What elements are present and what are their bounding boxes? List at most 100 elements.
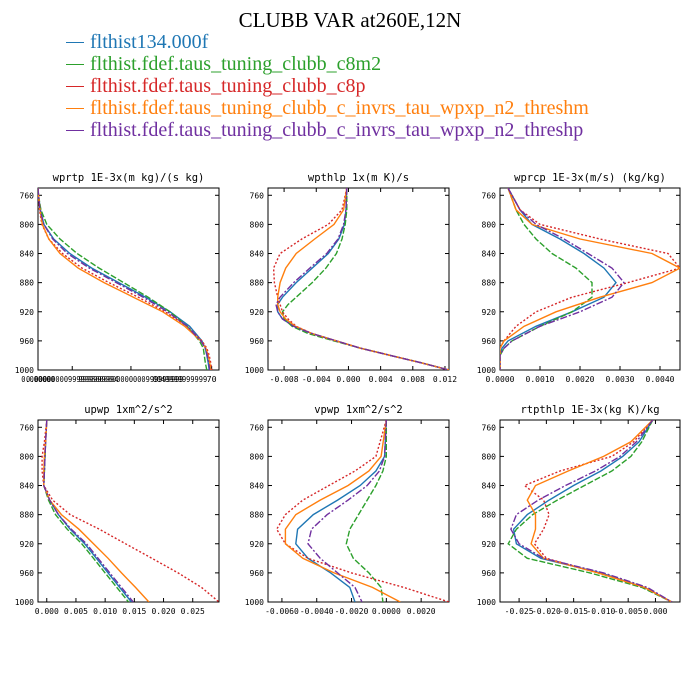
series-line-4 bbox=[284, 420, 401, 602]
x-tick-label: -0.0020 bbox=[335, 607, 369, 616]
y-tick-label: 800 bbox=[482, 220, 497, 229]
y-tick-label: 960 bbox=[250, 337, 265, 346]
panel-title: wprcp 1E-3x(m/s) (kg/kg) bbox=[514, 172, 666, 184]
y-tick-label: 880 bbox=[20, 279, 35, 288]
y-tick-label: 960 bbox=[482, 337, 497, 346]
x-tick-label: 70 bbox=[207, 375, 217, 384]
x-tick-label: 0.010 bbox=[93, 607, 117, 616]
y-tick-label: 880 bbox=[250, 279, 265, 288]
y-tick-label: 920 bbox=[20, 540, 35, 549]
x-tick-label: 0.000 bbox=[35, 607, 59, 616]
x-tick-label: 0.008 bbox=[401, 375, 425, 384]
panel-title: wpthlp 1x(m K)/s bbox=[308, 172, 409, 184]
x-tick-label: 0.025 bbox=[181, 607, 205, 616]
y-tick-label: 760 bbox=[20, 423, 35, 432]
y-tick-label: 960 bbox=[482, 569, 497, 578]
y-tick-label: 840 bbox=[482, 250, 497, 259]
x-tick-label: 0.0010 bbox=[526, 375, 555, 384]
legend-entry: flthist.fdef.taus_tuning_clubb_c8m2 bbox=[66, 53, 589, 75]
x-tick-label: 0.0020 bbox=[566, 375, 595, 384]
x-tick-label: 0.004 bbox=[369, 375, 393, 384]
y-tick-label: 1000 bbox=[245, 598, 264, 607]
series-line-3 bbox=[41, 420, 219, 602]
x-tick-label: 0.012 bbox=[433, 375, 457, 384]
legend-swatch bbox=[66, 107, 84, 109]
x-tick-label: 0.0030 bbox=[606, 375, 635, 384]
y-tick-label: 1000 bbox=[477, 366, 496, 375]
plot-frame bbox=[37, 187, 220, 371]
panel-title: rtpthlp 1E-3x(kg K)/kg bbox=[520, 404, 659, 416]
x-tick-label: 0.000 bbox=[336, 375, 360, 384]
y-tick-label: 800 bbox=[250, 452, 265, 461]
y-tick-label: 920 bbox=[482, 308, 497, 317]
y-tick-label: 880 bbox=[482, 511, 497, 520]
series-line-1 bbox=[277, 188, 449, 370]
legend: flthist134.000f flthist.fdef.taus_tuning… bbox=[66, 31, 589, 141]
series-line-3 bbox=[38, 188, 213, 370]
series-line-4 bbox=[277, 188, 449, 370]
y-tick-label: 760 bbox=[482, 423, 497, 432]
series-line-4 bbox=[526, 420, 673, 602]
series-line-5 bbox=[43, 420, 134, 602]
series-line-4 bbox=[43, 420, 150, 602]
x-tick-label: 0.0040 bbox=[646, 375, 675, 384]
y-tick-label: 1000 bbox=[15, 598, 34, 607]
x-tick-label: -0.010 bbox=[586, 607, 615, 616]
x-tick-label: -0.005 bbox=[614, 607, 643, 616]
panel-title: upwp 1xm^2/s^2 bbox=[84, 404, 173, 416]
series-line-2 bbox=[345, 420, 387, 602]
x-tick-label: -0.020 bbox=[532, 607, 561, 616]
panel-title: wprtp 1E-3x(m kg)/(s kg) bbox=[53, 172, 205, 184]
series-line-5 bbox=[500, 188, 625, 370]
x-tick-label: 0.020 bbox=[151, 607, 175, 616]
series-line-3 bbox=[500, 188, 680, 370]
legend-swatch bbox=[66, 129, 84, 131]
x-tick-label: 0.005 bbox=[64, 607, 88, 616]
figure-title: CLUBB VAR at260E,12N bbox=[238, 8, 462, 32]
x-tick-label: 0.0000 bbox=[372, 607, 401, 616]
x-tick-label: 0.000000 bbox=[21, 375, 55, 384]
x-tick-label: -0.008 bbox=[270, 375, 299, 384]
y-tick-label: 960 bbox=[20, 569, 35, 578]
y-tick-label: 920 bbox=[20, 308, 35, 317]
series-line-4 bbox=[38, 188, 212, 370]
y-tick-label: 880 bbox=[20, 511, 35, 520]
y-tick-label: 880 bbox=[482, 279, 497, 288]
legend-entry: flthist.fdef.taus_tuning_clubb_c_invrs_t… bbox=[66, 119, 589, 141]
legend-swatch bbox=[66, 41, 84, 43]
series-line-5 bbox=[307, 420, 387, 602]
y-tick-label: 760 bbox=[20, 191, 35, 200]
x-tick-label: -0.0040 bbox=[300, 607, 334, 616]
y-tick-label: 800 bbox=[20, 452, 35, 461]
x-tick-label: -0.015 bbox=[559, 607, 588, 616]
x-tick-label: -0.025 bbox=[505, 607, 534, 616]
x-tick-label: 0.0020 bbox=[407, 607, 436, 616]
y-tick-label: 840 bbox=[20, 250, 35, 259]
series-line-2 bbox=[500, 188, 593, 370]
series-line-1 bbox=[512, 420, 673, 602]
y-tick-label: 920 bbox=[250, 308, 265, 317]
legend-label: flthist134.000f bbox=[90, 31, 209, 53]
y-tick-label: 840 bbox=[250, 250, 265, 259]
series-line-5 bbox=[38, 188, 211, 370]
y-tick-label: 760 bbox=[250, 423, 265, 432]
x-tick-label: 0.015 bbox=[122, 607, 146, 616]
y-tick-label: 760 bbox=[482, 191, 497, 200]
y-tick-label: 840 bbox=[20, 482, 35, 491]
y-tick-label: 960 bbox=[20, 337, 35, 346]
y-tick-label: 1000 bbox=[245, 366, 264, 375]
series-line-1 bbox=[38, 188, 210, 370]
panel-title: vpwp 1xm^2/s^2 bbox=[314, 404, 403, 416]
y-tick-label: 800 bbox=[482, 452, 497, 461]
legend-label: flthist.fdef.taus_tuning_clubb_c_invrs_t… bbox=[90, 97, 589, 119]
legend-swatch bbox=[66, 63, 84, 65]
y-tick-label: 920 bbox=[250, 540, 265, 549]
x-tick-label: -0.0060 bbox=[265, 607, 299, 616]
legend-entry: flthist.fdef.taus_tuning_clubb_c8p bbox=[66, 75, 589, 97]
x-tick-label: -0.004 bbox=[302, 375, 331, 384]
series-line-1 bbox=[500, 188, 617, 370]
plot-frame bbox=[499, 419, 681, 603]
plot-frame bbox=[499, 187, 681, 371]
series-line-2 bbox=[281, 188, 449, 370]
